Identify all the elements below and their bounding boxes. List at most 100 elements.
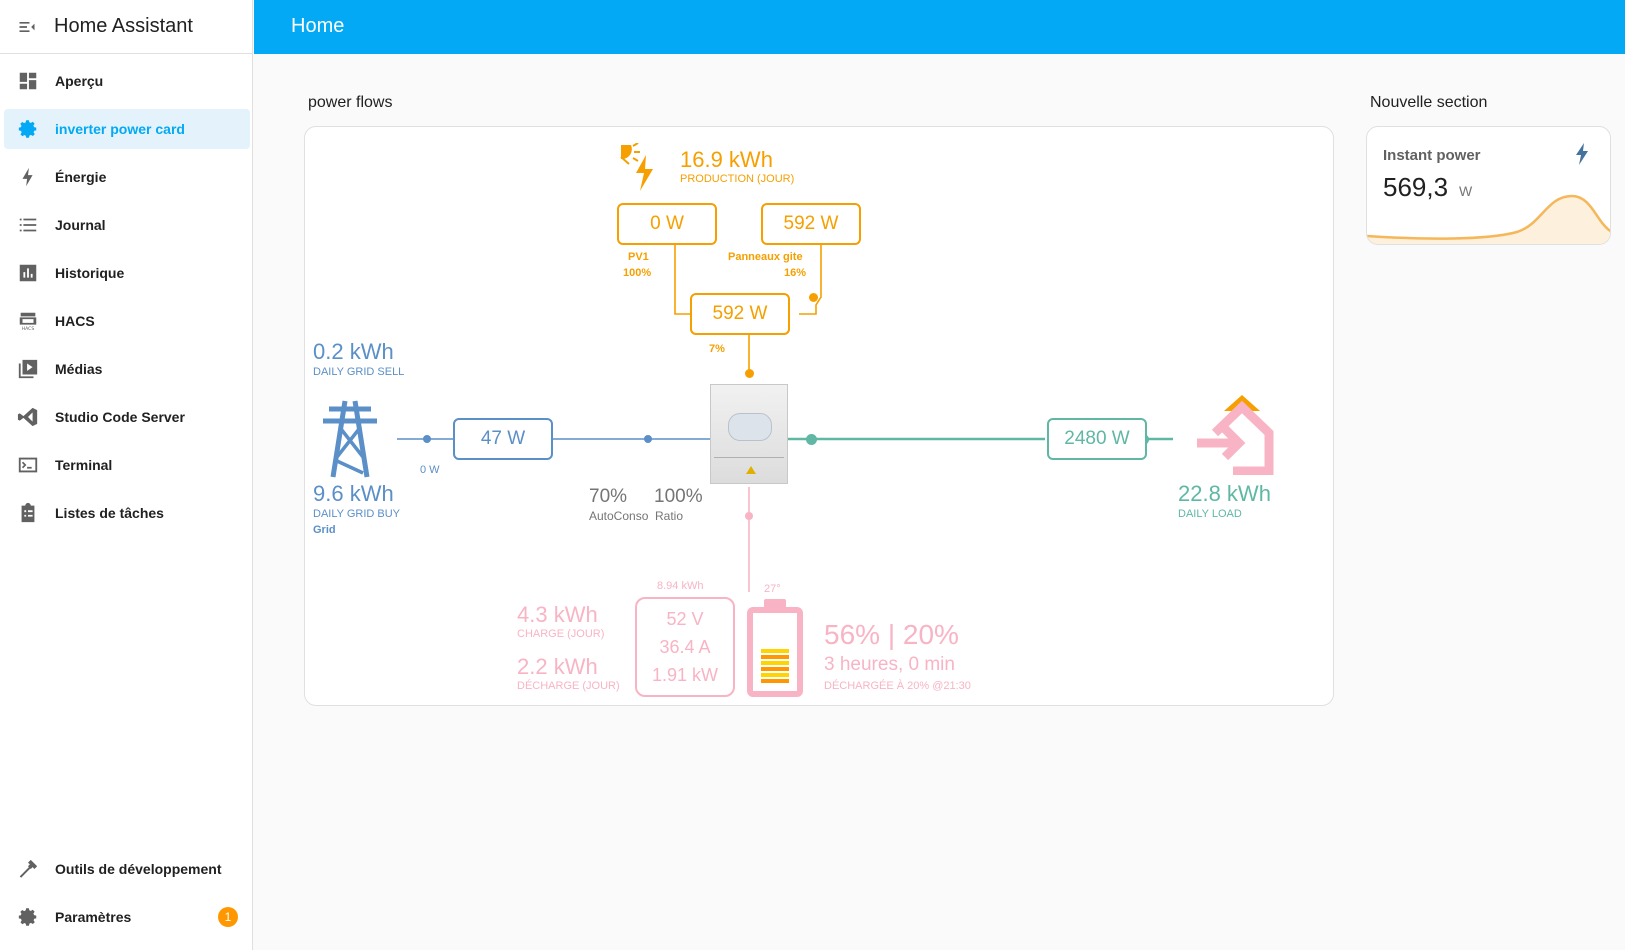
sidebar: Home Assistant Aperçu inverter power car… <box>0 0 253 950</box>
pv2-line <box>799 245 822 315</box>
inverter-image[interactable] <box>710 384 788 484</box>
ratio-value: 100% <box>654 486 703 507</box>
sidebar-item-apercu[interactable]: Aperçu <box>4 61 250 101</box>
flow-dot <box>644 435 652 443</box>
media-icon <box>18 359 38 379</box>
grid-tower-icon <box>323 400 377 478</box>
instant-power-sparkline <box>1367 194 1610 244</box>
battery-power: 1.91 kW <box>651 665 719 685</box>
flow-dot <box>806 434 817 445</box>
autoconso-label: AutoConso <box>589 509 649 523</box>
sidebar-item-label: Terminal <box>55 457 113 473</box>
sidebar-item-journal[interactable]: Journal <box>4 205 250 245</box>
flow-dot <box>745 369 754 378</box>
instant-power-value: 569,3 <box>1383 172 1449 202</box>
hacs-icon: HACS <box>19 312 37 332</box>
battery-discharge-value: 2.2 kWh <box>517 654 598 679</box>
sidebar-item-listes-de-taches[interactable]: Listes de tâches <box>4 493 250 533</box>
sidebar-item-medias[interactable]: Médias <box>4 349 250 389</box>
section-title-nouvelle: Nouvelle section <box>1370 94 1488 111</box>
sidebar-item-label: Outils de développement <box>55 861 222 877</box>
clipboard-icon <box>21 502 35 523</box>
section-title-power-flows: power flows <box>308 94 393 111</box>
sidebar-item-inverter-power-card[interactable]: inverter power card <box>4 109 250 149</box>
sidebar-item-outils-de-developpement[interactable]: Outils de développement <box>4 849 250 889</box>
grid-power: 47 W <box>480 428 526 449</box>
hammer-icon <box>19 859 38 878</box>
instant-power-card[interactable]: Instant power 569,3 W <box>1366 126 1611 245</box>
battery-status: DÉCHARGÉE À 20% @21:30 <box>824 680 971 692</box>
battery-voltage: 52 V <box>666 609 704 629</box>
grid-buy-value: 9.6 kWh <box>313 481 394 506</box>
pv1-name: PV1 <box>628 251 649 263</box>
pv2-power-box[interactable]: 592 W <box>761 203 861 245</box>
battery-time-remaining: 3 heures, 0 min <box>824 654 955 675</box>
load-power: 2480 W <box>1064 428 1130 449</box>
pv1-power-box[interactable]: 0 W <box>617 203 717 245</box>
solar-panel-sun-icon <box>620 143 653 191</box>
flow-dot <box>745 512 753 520</box>
pv2-power: 592 W <box>783 213 839 234</box>
page-title: Home <box>291 15 345 37</box>
house-icon <box>1197 395 1274 475</box>
battery-icon <box>747 599 803 697</box>
settings-icon <box>18 908 37 926</box>
warning-icon <box>746 466 756 474</box>
grid-power-box[interactable]: 47 W <box>453 418 553 460</box>
menu-open-icon[interactable] <box>17 17 37 37</box>
sidebar-item-label: inverter power card <box>55 121 185 137</box>
ratio-label: Ratio <box>655 509 684 523</box>
grid-name: Grid <box>313 524 336 536</box>
sidebar-item-terminal[interactable]: Terminal <box>4 445 250 485</box>
sidebar-item-studio-code-server[interactable]: Studio Code Server <box>4 397 250 437</box>
flow-dot <box>809 293 818 302</box>
power-flow-card[interactable]: 16.9 kWh PRODUCTION (JOUR) 0 W PV1 100% … <box>304 126 1334 706</box>
sidebar-item-label: Énergie <box>55 169 107 185</box>
load-daily-value: 22.8 kWh <box>1178 481 1271 506</box>
battery-level-fill <box>761 648 789 683</box>
grid-sell-label: DAILY GRID SELL <box>313 366 405 378</box>
top-bar: Home <box>254 0 1625 54</box>
sidebar-item-label: Listes de tâches <box>55 505 164 521</box>
battery-temperature: 27° <box>764 583 781 595</box>
battery-discharge-label: DÉCHARGE (JOUR) <box>517 680 620 692</box>
sidebar-item-energie[interactable]: Énergie <box>4 157 250 197</box>
grid-buy-label: DAILY GRID BUY <box>313 508 401 520</box>
inverter-display <box>728 413 772 441</box>
vscode-icon <box>17 407 38 427</box>
solar-total-power-box[interactable]: 592 W <box>690 293 790 335</box>
load-power-box[interactable]: 2480 W <box>1047 418 1147 460</box>
sidebar-item-label: Médias <box>55 361 103 377</box>
battery-stats-box[interactable]: 52 V 36.4 A 1.91 kW <box>635 597 735 697</box>
solar-production-value: 16.9 kWh <box>680 147 773 172</box>
sidebar-header: Home Assistant <box>0 0 252 54</box>
sidebar-item-label: Journal <box>55 217 106 233</box>
sidebar-item-label: Paramètres <box>55 909 132 925</box>
grid-sell-value: 0.2 kWh <box>313 339 394 364</box>
sidebar-item-label: Studio Code Server <box>55 409 185 425</box>
sidebar-item-historique[interactable]: Historique <box>4 253 250 293</box>
list-icon <box>19 218 37 232</box>
load-daily-label: DAILY LOAD <box>1178 508 1242 520</box>
sidebar-item-label: HACS <box>55 313 95 329</box>
pv2-name: Panneaux gite <box>728 251 803 263</box>
flow-dot <box>423 435 431 443</box>
lightning-icon <box>22 167 33 187</box>
solar-total-percent: 7% <box>709 343 725 355</box>
gear-icon <box>18 120 37 138</box>
pv2-percent: 16% <box>784 267 807 279</box>
pv1-line <box>674 245 697 315</box>
sidebar-item-label: Aperçu <box>55 73 104 89</box>
grid-export-power: 0 W <box>420 464 440 476</box>
battery-charge-label: CHARGE (JOUR) <box>517 628 605 640</box>
sidebar-item-label: Historique <box>55 265 125 281</box>
svg-text:HACS: HACS <box>22 326 35 332</box>
solar-production-label: PRODUCTION (JOUR) <box>680 173 795 185</box>
sidebar-item-hacs[interactable]: HACS HACS <box>4 301 250 341</box>
sidebar-item-parametres[interactable]: Paramètres 1 <box>4 897 250 937</box>
battery-soc: 56% | 20% <box>824 619 959 650</box>
battery-charge-value: 4.3 kWh <box>517 602 598 627</box>
terminal-icon <box>18 457 38 473</box>
notification-badge: 1 <box>218 907 238 927</box>
pv1-power: 0 W <box>650 213 684 234</box>
